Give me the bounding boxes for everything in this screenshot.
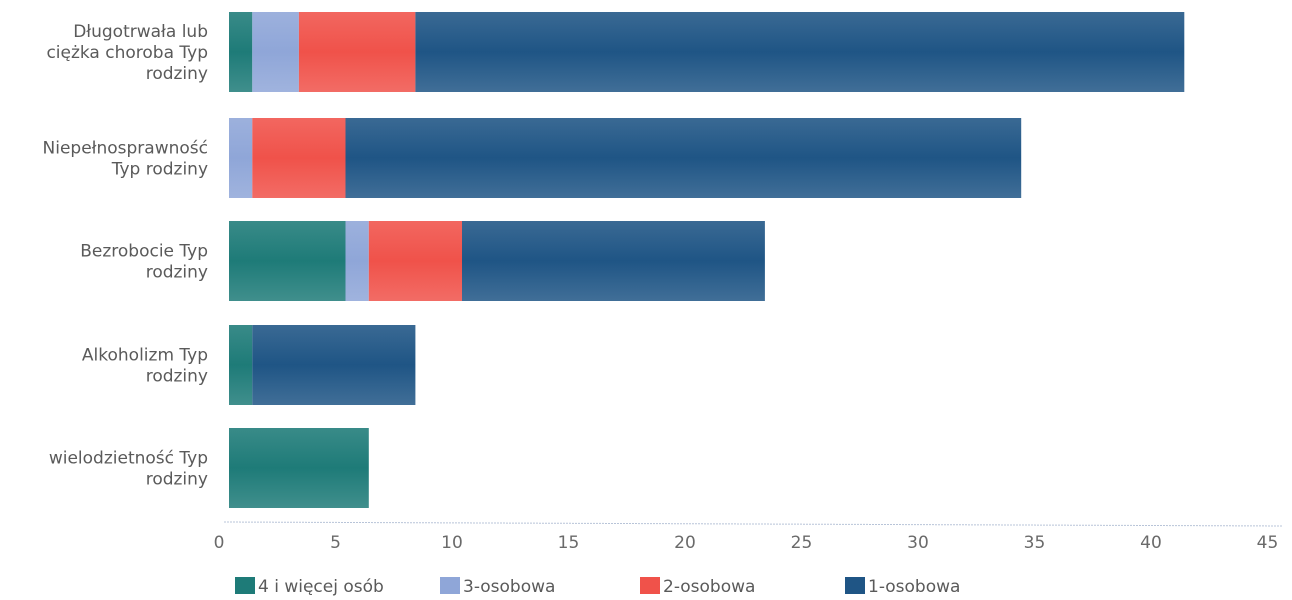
x-tick-label: 30 <box>907 533 929 553</box>
x-tick-label: 25 <box>791 533 813 553</box>
legend-label: 2-osobowa <box>663 577 755 597</box>
bar-segment-4-i-więcej-osób <box>229 325 253 405</box>
category-label: wielodzietność Typ rodziny <box>49 449 208 490</box>
legend-swatch <box>440 577 460 594</box>
x-tick-label: 15 <box>558 533 580 553</box>
bar-segment-1-osobowa <box>462 221 765 301</box>
x-axis-line <box>223 521 1283 527</box>
legend-label: 3-osobowa <box>463 577 555 597</box>
bar-segment-4-i-więcej-osób <box>229 221 346 301</box>
bar-segment-3-osobowa <box>345 221 369 301</box>
bar-segment-3-osobowa <box>229 118 253 198</box>
bar-segment-1-osobowa <box>345 118 1022 198</box>
bars-layer <box>229 12 1185 508</box>
legend-item: 4 i więcej osób <box>235 577 384 597</box>
bar-segment-2-osobowa <box>252 118 346 198</box>
bar-segment-4-i-więcej-osób <box>229 428 369 508</box>
legend-swatch <box>845 577 865 594</box>
category-label: Długotrwała lub ciężka choroba Typ rodziny <box>46 22 208 84</box>
legend-item: 1-osobowa <box>845 577 960 597</box>
bar-segment-1-osobowa <box>415 12 1185 92</box>
x-tick-label: 45 <box>1257 533 1279 553</box>
x-tick-label: 40 <box>1140 533 1162 553</box>
legend: 4 i więcej osób 3-osobowa 2-osobowa 1-osobo… <box>235 577 960 597</box>
category-label: Bezrobocie Typ rodziny <box>80 242 208 283</box>
x-tick-labels: 0 5 10 15 20 25 30 35 40 45 <box>214 533 1279 553</box>
bar-segment-1-osobowa <box>252 325 416 405</box>
x-tick-label: 35 <box>1024 533 1046 553</box>
legend-swatch <box>640 577 660 594</box>
legend-item: 3-osobowa <box>440 577 555 597</box>
category-labels: Długotrwała lub ciężka choroba Typ rodziny… <box>43 22 209 490</box>
x-tick-label: 5 <box>330 533 341 553</box>
legend-label: 4 i więcej osób <box>258 577 384 597</box>
bar-segment-2-osobowa <box>368 221 462 301</box>
legend-item: 2-osobowa <box>640 577 755 597</box>
bar-segment-3-osobowa <box>252 12 299 92</box>
bar-segment-4-i-więcej-osób <box>229 12 253 92</box>
category-label: Niepełnosprawność Typ rodziny <box>43 139 209 180</box>
bar-segment-2-osobowa <box>298 12 416 92</box>
x-tick-label: 0 <box>214 533 225 553</box>
legend-label: 1-osobowa <box>868 577 960 597</box>
category-label: Alkoholizm Typ rodziny <box>82 346 208 387</box>
legend-swatch <box>235 577 255 594</box>
x-tick-label: 20 <box>674 533 696 553</box>
x-tick-label: 10 <box>441 533 463 553</box>
